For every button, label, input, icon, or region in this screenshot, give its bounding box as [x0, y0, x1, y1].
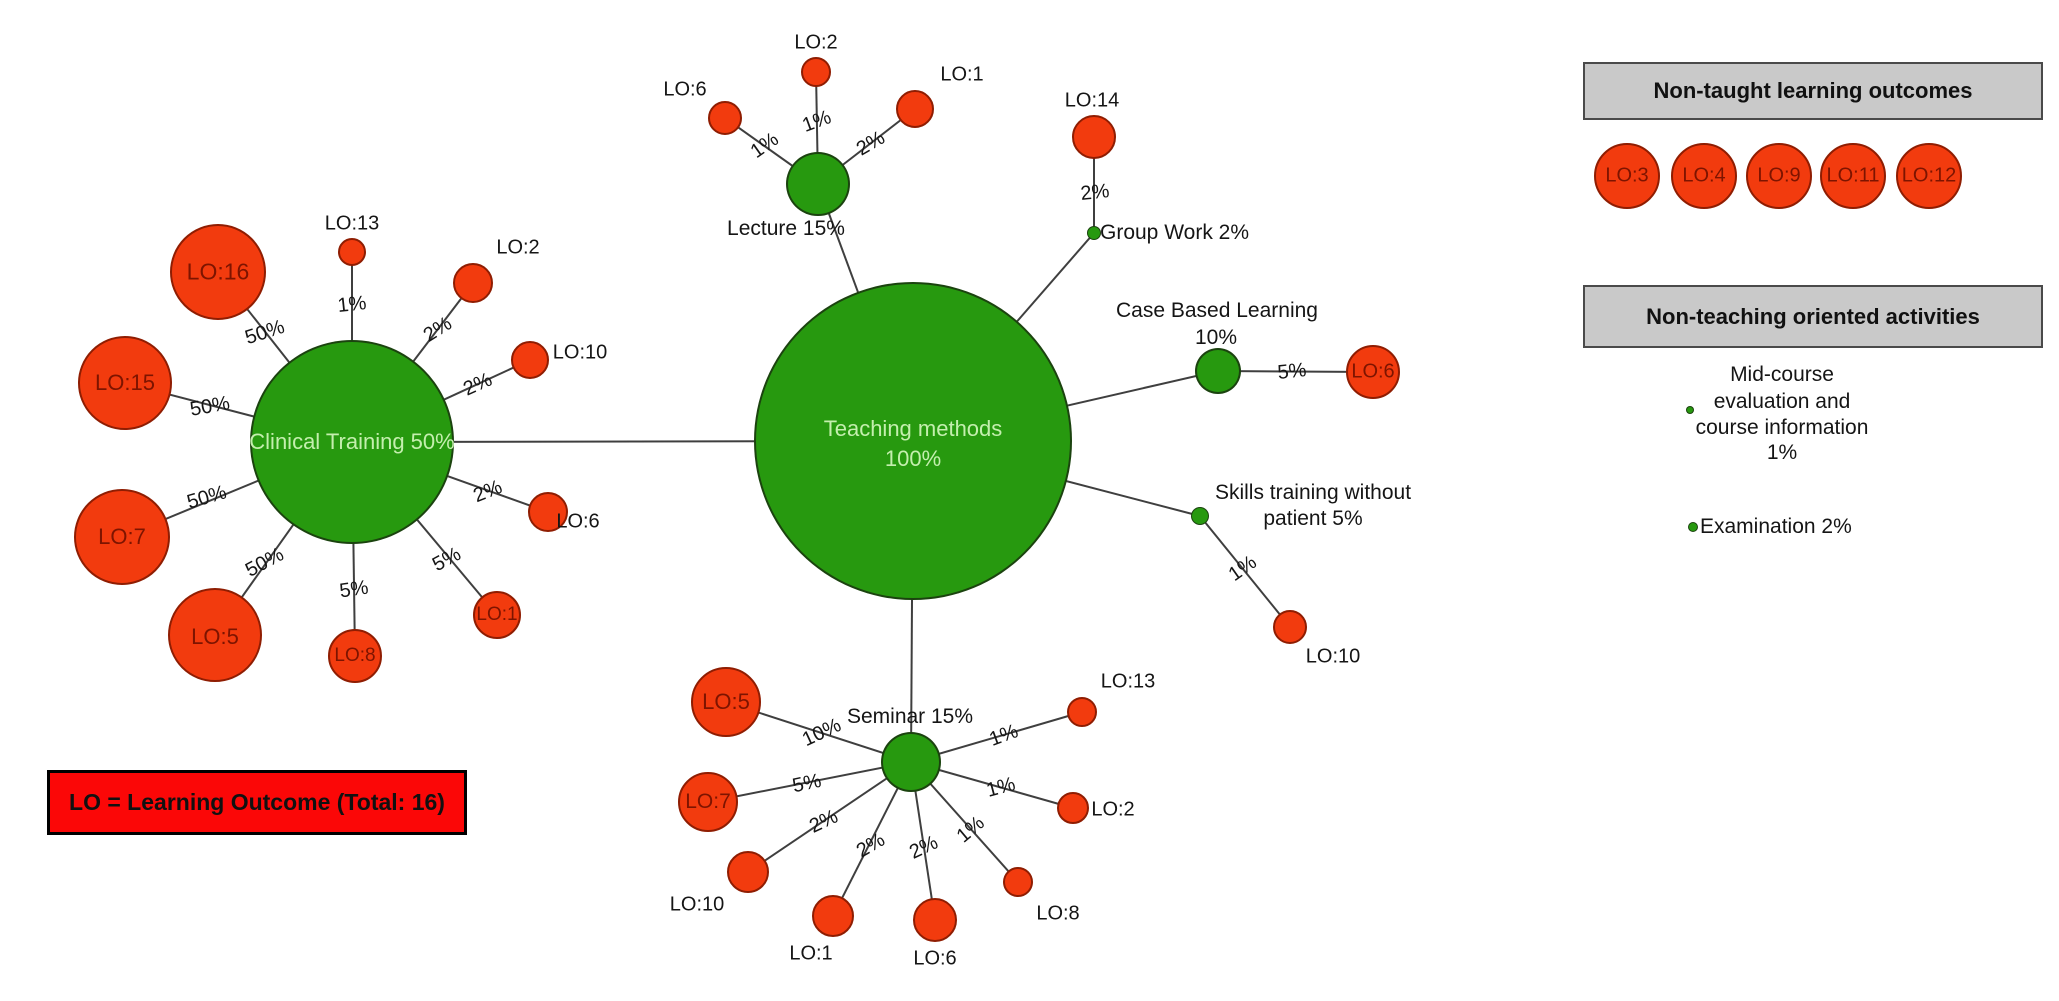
seminar-node-lo6: [913, 898, 957, 942]
non-taught-lo12-label: LO:12: [1901, 164, 1957, 187]
legend-box: LO = Learning Outcome (Total: 16): [47, 770, 467, 835]
clinical-lo10-label: LO:10: [552, 341, 608, 364]
non-taught-node-lo9: [1746, 143, 1812, 209]
mid-course-dot: [1686, 406, 1694, 414]
examination-dot: [1688, 522, 1698, 532]
non-taught-title: Non-taught learning outcomes: [1653, 78, 1973, 103]
clinical-node-lo2: [453, 263, 493, 303]
edge-label: 5%: [338, 576, 370, 603]
clinical-node-lo15: [78, 336, 172, 430]
clinical-lo8-label: LO:8: [334, 645, 376, 666]
non-taught-node-lo3: [1594, 143, 1660, 209]
mid-course-line3: course information: [1695, 416, 1869, 439]
edge-label: 5%: [1276, 359, 1308, 384]
non-teaching-title-box: Non-teaching oriented activities: [1583, 285, 2043, 348]
non-teaching-title: Non-teaching oriented activities: [1646, 303, 1980, 329]
non-taught-node-lo4: [1671, 143, 1737, 209]
non-taught-node-lo11: [1820, 143, 1886, 209]
node-group-work: [1087, 226, 1101, 240]
case-based-lo6-label: LO:6: [1351, 360, 1395, 383]
legend-text: LO = Learning Outcome (Total: 16): [69, 789, 445, 815]
clinical-node-lo8: [328, 629, 382, 683]
non-taught-lo3-label: LO:3: [1605, 164, 1649, 187]
clinical-training-label: Clinical Training 50%: [249, 429, 455, 454]
clinical-node-lo6: [528, 492, 568, 532]
lecture-label: Lecture 15%: [727, 217, 845, 240]
non-taught-node-lo12: [1896, 143, 1962, 209]
skills-node-lo10: [1273, 610, 1307, 644]
seminar-node-lo7: [678, 772, 738, 832]
seminar-lo1-label: LO:1: [789, 942, 833, 965]
mid-course-line2: evaluation and: [1713, 390, 1851, 413]
lecture-lo1-label: LO:1: [940, 63, 984, 86]
edge-label: 2%: [1079, 180, 1111, 205]
clinical-node-lo16: [170, 224, 266, 320]
clinical-lo16-label: LO:16: [186, 258, 250, 285]
skills-training-percent: patient 5%: [1263, 507, 1363, 530]
clinical-lo7-label: LO:7: [98, 524, 146, 549]
non-taught-lo11-label: LO:11: [1826, 164, 1880, 187]
seminar-node-lo10: [727, 851, 769, 893]
seminar-lo2-label: LO:2: [1091, 798, 1135, 821]
node-lecture: [786, 152, 850, 216]
case-based-label: Case Based Learning: [1116, 299, 1318, 322]
edge-label: 1%: [336, 292, 368, 317]
clinical-lo1-label: LO:1: [476, 604, 518, 625]
non-taught-lo4-label: LO:4: [1682, 164, 1726, 187]
seminar-node-lo8: [1003, 867, 1033, 897]
node-seminar: [881, 732, 941, 792]
lecture-node-lo1: [896, 90, 934, 128]
seminar-node-lo1: [812, 895, 854, 937]
group-work-node-lo14: [1072, 115, 1116, 159]
seminar-node-lo13: [1067, 697, 1097, 727]
clinical-lo15-label: LO:15: [95, 370, 155, 395]
lecture-lo2-label: LO:2: [794, 31, 838, 54]
lecture-lo6-label: LO:6: [663, 78, 707, 101]
seminar-node-lo5: [691, 667, 761, 737]
teaching-methods-percent: 100%: [884, 446, 942, 471]
seminar-lo13-label: LO:13: [1100, 670, 1156, 693]
case-based-percent: 10%: [1194, 326, 1238, 349]
node-clinical-training: [250, 340, 454, 544]
examination-label: Examination 2%: [1700, 515, 1852, 538]
clinical-lo6-label: LO:6: [556, 510, 600, 533]
non-taught-title-box: Non-taught learning outcomes: [1583, 62, 2043, 120]
group-work-lo14-label: LO:14: [1064, 89, 1120, 112]
mid-course-line1: Mid-course: [1730, 363, 1834, 386]
seminar-lo6-label: LO:6: [913, 947, 957, 970]
lecture-node-lo6: [708, 101, 742, 135]
node-teaching-methods: [754, 282, 1072, 600]
group-work-label: Group Work 2%: [1100, 221, 1249, 244]
non-taught-lo9-label: LO:9: [1757, 164, 1801, 187]
clinical-node-lo10: [511, 341, 549, 379]
seminar-label: Seminar 15%: [846, 705, 974, 728]
clinical-node-lo7: [74, 489, 170, 585]
seminar-node-lo2: [1057, 792, 1089, 824]
clinical-lo2-label: LO:2: [496, 236, 540, 259]
node-case-based-learning: [1195, 348, 1241, 394]
mid-course-line4: 1%: [1766, 441, 1798, 464]
seminar-lo10-label: LO:10: [669, 893, 725, 916]
clinical-node-lo13: [338, 238, 366, 266]
skills-lo10-label: LO:10: [1305, 645, 1361, 668]
clinical-lo13-label: LO:13: [324, 212, 380, 235]
case-based-node-lo6: [1346, 345, 1400, 399]
clinical-lo5-label: LO:5: [191, 624, 239, 649]
seminar-lo7-label: LO:7: [685, 790, 731, 813]
skills-training-label: Skills training without: [1214, 481, 1412, 504]
teaching-methods-label: Teaching methods: [823, 416, 1003, 441]
lecture-node-lo2: [801, 57, 831, 87]
clinical-node-lo5: [168, 588, 262, 682]
clinical-node-lo1: [473, 591, 521, 639]
seminar-lo5-label: LO:5: [702, 689, 750, 714]
node-skills-training: [1191, 507, 1209, 525]
seminar-lo8-label: LO:8: [1036, 902, 1080, 925]
